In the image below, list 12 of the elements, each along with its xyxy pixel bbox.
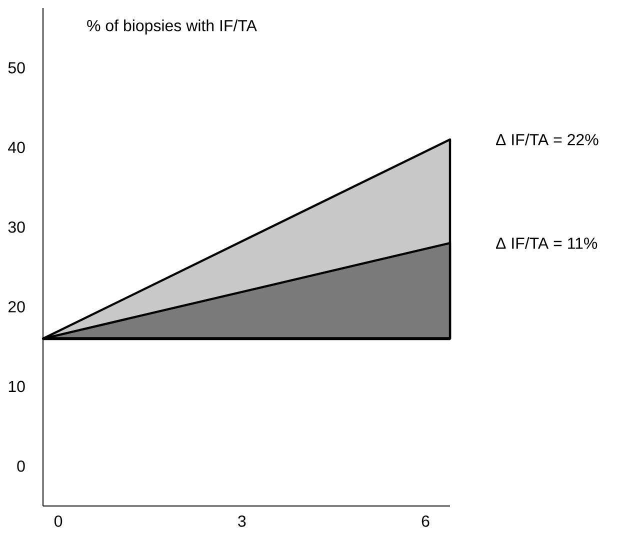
y-tick-label: 10 [8, 380, 25, 392]
x-tick-label: 3 [238, 516, 246, 527]
y-tick-label: 40 [8, 142, 25, 154]
y-tick-label: 20 [8, 301, 25, 312]
y-tick-label: 0 [17, 460, 25, 472]
annotation: Δ IF/TA = 22% [496, 134, 598, 146]
x-tick-label: 6 [422, 516, 430, 527]
y-tick-label: 30 [8, 221, 25, 233]
y-tick-label: 50 [8, 62, 25, 74]
x-tick-label: 0 [54, 516, 62, 527]
annotation: Δ IF/TA = 11% [496, 237, 598, 249]
text: % of biopsies with IF/TA [87, 20, 257, 34]
